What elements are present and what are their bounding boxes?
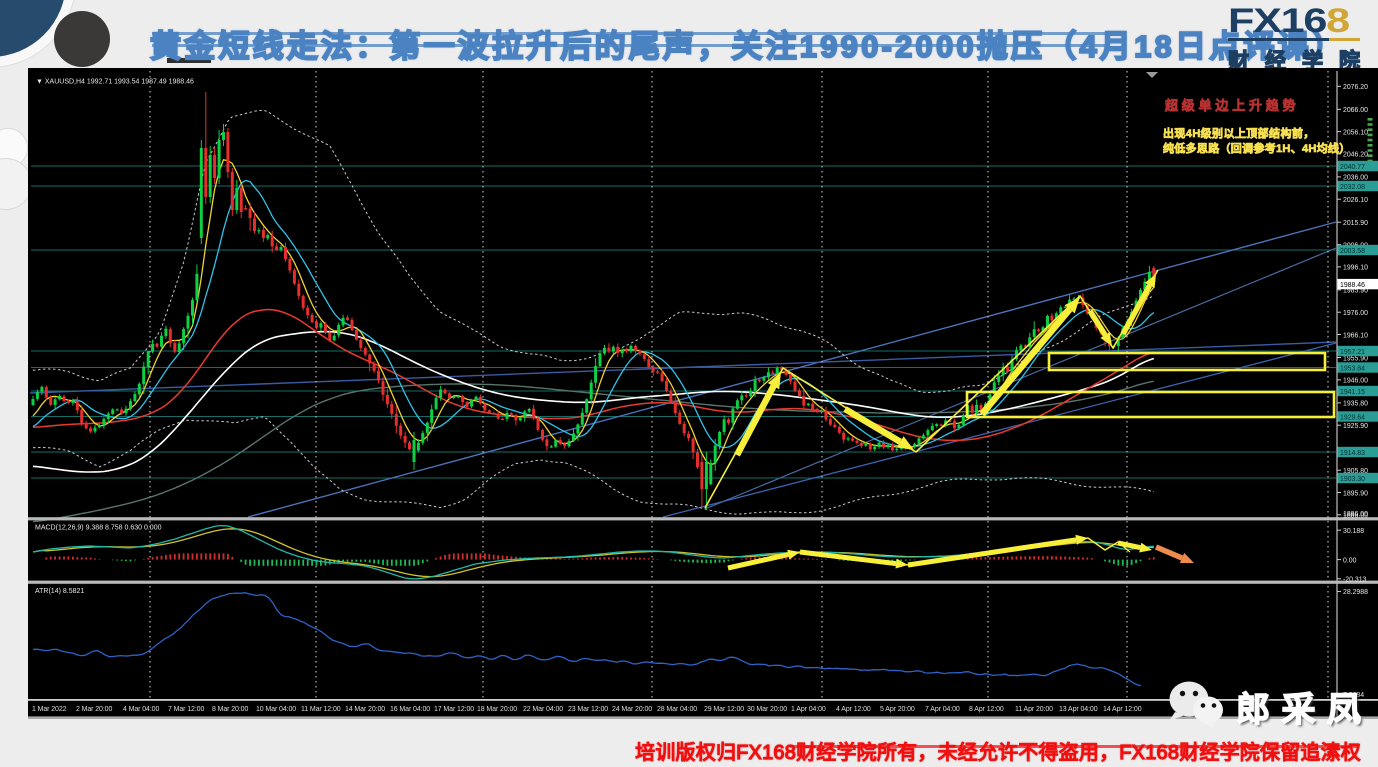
svg-text:28.2988: 28.2988	[1343, 589, 1368, 596]
svg-text:超级单边上升趋势: 超级单边上升趋势	[1165, 98, 1299, 113]
svg-text:1941.15: 1941.15	[1340, 389, 1365, 396]
svg-text:1 Apr 04:00: 1 Apr 04:00	[791, 706, 826, 713]
svg-text:1985.90: 1985.90	[1343, 288, 1368, 295]
svg-text:ATR(14) 8.5821: ATR(14) 8.5821	[35, 588, 84, 595]
svg-text:2036.00: 2036.00	[1343, 175, 1368, 182]
svg-text:1946.00: 1946.00	[1343, 378, 1368, 385]
svg-text:4 Apr 12:00: 4 Apr 12:00	[836, 706, 871, 713]
svg-text:17 Mar 12:00: 17 Mar 12:00	[434, 706, 474, 713]
svg-text:28 Mar 04:00: 28 Mar 04:00	[657, 706, 697, 713]
svg-text:16 Mar 04:00: 16 Mar 04:00	[390, 706, 430, 713]
svg-text:2040.77: 2040.77	[1340, 164, 1365, 171]
svg-text:1988.46: 1988.46	[1340, 282, 1365, 289]
svg-text:1953.84: 1953.84	[1340, 365, 1365, 372]
svg-text:11 Apr 20:00: 11 Apr 20:00	[1015, 706, 1053, 713]
svg-text:5 Apr 20:00: 5 Apr 20:00	[880, 706, 915, 713]
svg-text:1976.00: 1976.00	[1343, 310, 1368, 317]
svg-text:7 Apr 04:00: 7 Apr 04:00	[925, 706, 960, 713]
svg-text:出现4H级别以上顶部结构前，: 出现4H级别以上顶部结构前，	[1163, 126, 1315, 140]
svg-text:2056.10: 2056.10	[1343, 129, 1368, 136]
svg-text:30.188: 30.188	[1343, 528, 1364, 535]
svg-text:8 Mar 20:00: 8 Mar 20:00	[212, 706, 248, 713]
svg-text:1886.00: 1886.00	[1343, 511, 1368, 518]
svg-text:2066.00: 2066.00	[1343, 107, 1368, 114]
svg-text:▼ XAUUSD,H4 1992.71 1993.54 1: ▼ XAUUSD,H4 1992.71 1993.54 1987.49 1988…	[36, 79, 194, 86]
svg-text:1 Mar 2022: 1 Mar 2022	[32, 706, 67, 713]
svg-text:24 Mar 20:00: 24 Mar 20:00	[612, 706, 652, 713]
svg-text:2015.90: 2015.90	[1343, 220, 1368, 227]
svg-text:-20.313: -20.313	[1343, 577, 1367, 584]
svg-text:1925.90: 1925.90	[1343, 423, 1368, 430]
svg-text:1895.90: 1895.90	[1343, 490, 1368, 497]
svg-text:1929.64: 1929.64	[1340, 414, 1365, 421]
svg-text:1957.21: 1957.21	[1340, 349, 1365, 356]
svg-text:2076.20: 2076.20	[1343, 84, 1368, 91]
svg-text:1903.30: 1903.30	[1340, 476, 1365, 483]
svg-text:10 Mar 04:00: 10 Mar 04:00	[256, 706, 296, 713]
svg-text:2032.08: 2032.08	[1340, 184, 1365, 191]
svg-text:2026.10: 2026.10	[1343, 197, 1368, 204]
svg-text:2003.58: 2003.58	[1340, 248, 1365, 255]
svg-text:1966.10: 1966.10	[1343, 332, 1368, 339]
svg-text:22 Mar 04:00: 22 Mar 04:00	[523, 706, 563, 713]
svg-text:14 Mar 20:00: 14 Mar 20:00	[345, 706, 385, 713]
svg-text:18 Mar 20:00: 18 Mar 20:00	[477, 706, 517, 713]
svg-text:29 Mar 12:00: 29 Mar 12:00	[704, 706, 744, 713]
svg-text:30 Mar 20:00: 30 Mar 20:00	[747, 706, 787, 713]
svg-text:0.00: 0.00	[1343, 557, 1357, 564]
svg-text:纯低多思路（回调参考1H、4H均线）: 纯低多思路（回调参考1H、4H均线）	[1163, 141, 1351, 155]
svg-text:1914.83: 1914.83	[1340, 450, 1365, 457]
svg-text:MACD(12,26,9) 9.388 8.758 0.63: MACD(12,26,9) 9.388 8.758 0.630 0.000	[35, 525, 162, 532]
svg-text:2 Mar 20:00: 2 Mar 20:00	[76, 706, 112, 713]
svg-text:1996.10: 1996.10	[1343, 265, 1368, 272]
svg-text:1935.80: 1935.80	[1343, 401, 1368, 408]
svg-text:4 Mar 04:00: 4 Mar 04:00	[123, 706, 159, 713]
svg-text:23 Mar 12:00: 23 Mar 12:00	[568, 706, 608, 713]
svg-text:7 Mar 12:00: 7 Mar 12:00	[168, 706, 204, 713]
svg-text:8 Apr 12:00: 8 Apr 12:00	[969, 706, 1004, 713]
svg-text:1886.00: 1886.00	[1343, 513, 1368, 520]
svg-text:1955.90: 1955.90	[1343, 355, 1368, 362]
svg-text:14 Apr 12:00: 14 Apr 12:00	[1103, 706, 1142, 713]
svg-text:2046.20: 2046.20	[1343, 152, 1368, 159]
svg-text:7.2684: 7.2684	[1343, 692, 1364, 699]
svg-text:11 Mar 12:00: 11 Mar 12:00	[301, 706, 341, 713]
svg-text:13 Apr 04:00: 13 Apr 04:00	[1059, 706, 1098, 713]
svg-text:1905.80: 1905.80	[1343, 468, 1368, 475]
